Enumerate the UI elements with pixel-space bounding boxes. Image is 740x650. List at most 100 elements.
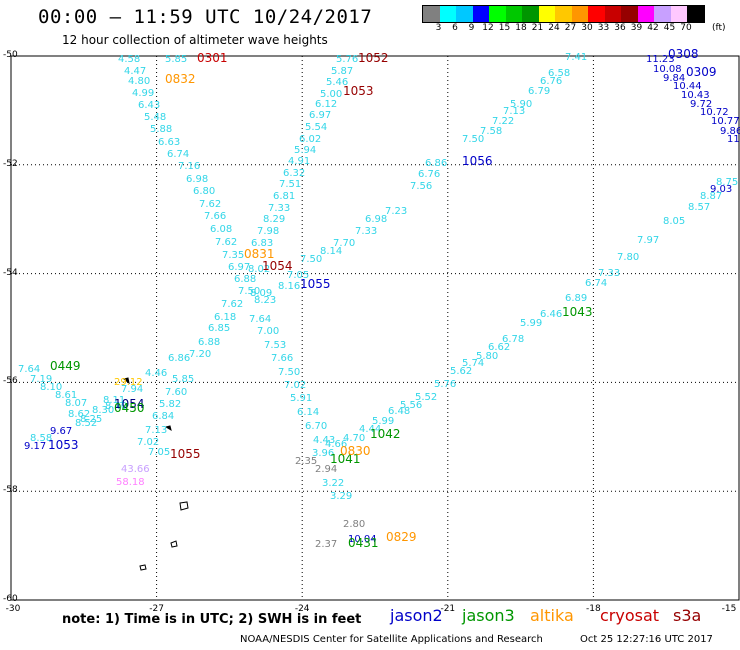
wave-height-value: 8.58 bbox=[30, 433, 52, 444]
wave-height-value: 43.66 bbox=[121, 464, 150, 475]
wave-height-value: 7.22 bbox=[492, 116, 514, 127]
legend-entry-cryosat: cryosat bbox=[600, 606, 660, 625]
track-time-label: 1055 bbox=[170, 447, 201, 461]
wave-height-value: 9.84 bbox=[663, 73, 685, 84]
credit-text: NOAA/NESDIS Center for Satellite Applica… bbox=[240, 634, 543, 645]
wave-height-points: 4.58 5.85 0301 4.474.804.996.435.485.88 6.63… bbox=[18, 47, 740, 550]
wave-height-value: 7.56 bbox=[410, 181, 432, 192]
color-scale-label: 6 bbox=[452, 23, 458, 33]
color-scale-cell bbox=[505, 6, 522, 22]
wave-height-value: 3.29 bbox=[330, 491, 352, 502]
wave-height-value: 4.91 bbox=[288, 156, 310, 167]
legend-entry-altika: altika bbox=[530, 606, 574, 625]
color-scale-labels: 3 6 9 12 15 18 21 24 27 30 33 36 39 42 45 70 bbox=[422, 23, 732, 35]
wave-height-value: 29.12 bbox=[114, 377, 143, 388]
color-scale-label: 9 bbox=[468, 23, 475, 33]
track-time-label: 0431 bbox=[348, 536, 379, 550]
wave-height-value: 6.70 bbox=[305, 421, 327, 432]
color-scale-cell bbox=[423, 6, 440, 22]
wave-height-value: 8.16 bbox=[278, 281, 300, 292]
track-time-label: 1055 bbox=[300, 277, 331, 291]
wave-height-value: 5.00 bbox=[320, 89, 342, 100]
wave-height-value: 7.02 bbox=[137, 437, 159, 448]
wave-height-value: 6.97 bbox=[228, 262, 250, 273]
wave-height-value: 7.05 bbox=[148, 447, 170, 458]
wave-height-value: 9.86 bbox=[720, 126, 740, 137]
wave-height-value: 7.51 bbox=[279, 179, 301, 190]
wave-height-value: 10.44 bbox=[673, 81, 702, 92]
wave-height-value: 10.08 bbox=[653, 64, 682, 75]
wave-height-value: 4.43 bbox=[313, 435, 335, 446]
wave-height-value: 6.88 bbox=[198, 337, 220, 348]
color-scale-cell bbox=[621, 6, 638, 22]
wave-height-value: 6.81 bbox=[273, 191, 295, 202]
wave-height-value: 4.58 bbox=[118, 54, 140, 65]
wave-height-value: 5.80 bbox=[476, 351, 498, 362]
color-scale-cell bbox=[687, 6, 704, 22]
color-scale-label: 3 bbox=[435, 23, 442, 33]
wave-height-value: 8.40 bbox=[105, 401, 127, 412]
wave-height-value: 6.18 bbox=[214, 312, 236, 323]
track-time-label: 1053 bbox=[48, 438, 79, 452]
wave-height-value: 6.63 bbox=[158, 137, 180, 148]
wave-height-value: 6.80 bbox=[193, 186, 215, 197]
color-scale-cell bbox=[555, 6, 572, 22]
color-scale-cell bbox=[456, 6, 473, 22]
wave-height-value: 6.86 bbox=[425, 158, 447, 169]
wave-height-value: 10.72 bbox=[700, 107, 729, 118]
wave-height-value: 5.91 bbox=[290, 393, 312, 404]
islands bbox=[122, 377, 189, 571]
wave-height-value: 6.74 bbox=[585, 278, 607, 289]
page-subtitle: 12 hour collection of altimeter wave hei… bbox=[62, 33, 328, 47]
wave-height-value: 5.76 bbox=[434, 379, 456, 390]
wave-height-value: 6.83 bbox=[251, 238, 273, 249]
latitude-tick-label: -54 bbox=[3, 267, 18, 278]
wave-height-value: 7.02 bbox=[284, 380, 306, 391]
longitude-tick-label: -24 bbox=[294, 604, 310, 614]
wave-height-value: 9.67 bbox=[50, 426, 72, 437]
wave-height-value: 10.04 bbox=[348, 534, 377, 545]
wave-height-value: 5.62 bbox=[450, 366, 472, 377]
wave-height-value: 7.00 bbox=[257, 326, 279, 337]
wave-height-value: 8.10 bbox=[40, 382, 62, 393]
color-scale-label: 70 bbox=[680, 23, 692, 33]
wave-height-value: 4.46 bbox=[145, 368, 167, 379]
wave-height-value: 7.70 bbox=[333, 238, 355, 249]
track-time-label: 1052 bbox=[358, 51, 389, 65]
wave-height-value: 10.77 bbox=[711, 116, 740, 127]
island-shape bbox=[164, 425, 172, 432]
track-time-label: 0829 bbox=[386, 530, 417, 544]
color-scale-label: 12 bbox=[482, 23, 494, 33]
wave-height-value: 4.80 bbox=[128, 76, 150, 87]
wave-height-value: 9.17 bbox=[24, 441, 46, 452]
wave-height-value: 8.75 bbox=[716, 177, 738, 188]
wave-height-value: 6.43 bbox=[138, 100, 160, 111]
longitude-tick-label: -30 bbox=[5, 604, 21, 614]
wave-height-value: 4.47 bbox=[124, 66, 146, 77]
latitude-tick-label: -50 bbox=[3, 50, 18, 60]
latitude-tick-label: -52 bbox=[3, 158, 18, 169]
wave-height-value: 5.56 bbox=[400, 400, 422, 411]
wave-height-value: 2.37 bbox=[315, 539, 337, 550]
color-scale-label: 15 bbox=[498, 23, 511, 33]
color-scale-cell bbox=[571, 6, 588, 22]
wave-height-value: 7.94 bbox=[121, 384, 143, 395]
wave-height-value: 7.35 bbox=[222, 250, 244, 261]
wave-height-value: 8.23 bbox=[254, 295, 276, 306]
graticule bbox=[11, 56, 739, 600]
island-shape bbox=[139, 564, 147, 571]
wave-height-value: 7.33 bbox=[598, 268, 620, 279]
wave-height-value: 6.76 bbox=[418, 169, 440, 180]
wave-height-value: 4.66 bbox=[325, 439, 347, 450]
track-time-label: 1042 bbox=[370, 427, 401, 441]
wave-height-value: 7.60 bbox=[165, 387, 187, 398]
wave-height-value: 11.0 bbox=[727, 134, 740, 145]
wave-height-value: 7.19 bbox=[30, 374, 52, 385]
wave-height-value: 6.02 bbox=[299, 134, 321, 145]
timestamp-text: Oct 25 12:27:16 UTC 2017 bbox=[580, 634, 713, 645]
wave-height-value: 2.94 bbox=[315, 464, 337, 475]
wave-height-value: 2.80 bbox=[343, 519, 365, 530]
color-scale-cell bbox=[637, 6, 654, 22]
wave-height-value: 9.03 bbox=[710, 184, 732, 195]
wave-height-value: 5.85 bbox=[172, 374, 194, 385]
